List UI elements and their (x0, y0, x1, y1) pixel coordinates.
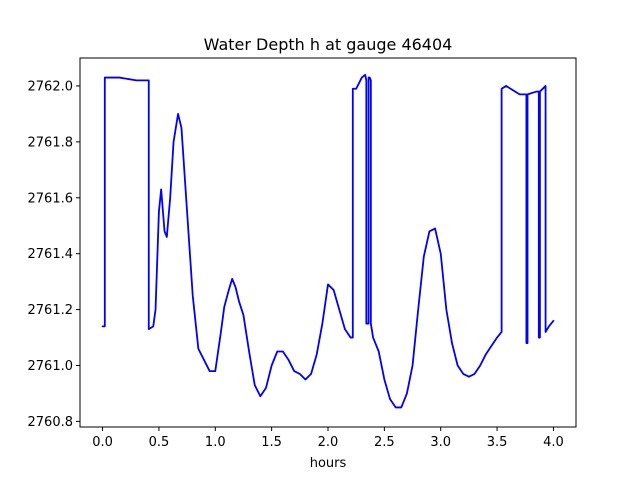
x-tick-label: 2.0 (318, 435, 339, 450)
y-tick-label: 2762.0 (28, 79, 74, 94)
plot-area (79, 57, 577, 428)
y-tick-label: 2761.2 (28, 303, 74, 318)
y-axis-ticks: 2760.8 2761.0 2761.2 2761.4 2761.6 2761.8 2762… (28, 79, 80, 430)
plot-frame (79, 57, 577, 428)
x-tick-label: 3.5 (487, 435, 508, 450)
series-line-0 (101, 73, 555, 409)
x-axis-label: hours (310, 456, 347, 471)
chart-title: Water Depth h at gauge 46404 (204, 35, 453, 54)
x-tick-label: 1.0 (205, 435, 226, 450)
x-tick-label: 0.0 (92, 435, 113, 450)
x-tick-label: 4.0 (543, 435, 564, 450)
y-tick-label: 2761.0 (28, 359, 74, 374)
x-tick-label: 2.5 (374, 435, 395, 450)
x-tick-label: 3.0 (430, 435, 451, 450)
x-tick-label: 1.5 (261, 435, 282, 450)
y-tick-label: 2761.6 (28, 191, 74, 206)
series-layer (101, 73, 555, 409)
y-tick-label: 2761.8 (28, 135, 74, 150)
y-tick-label: 2760.8 (28, 415, 74, 430)
x-tick-label: 0.5 (149, 435, 170, 450)
y-tick-label: 2761.4 (28, 247, 74, 262)
x-axis-ticks: 0.0 0.5 1.0 1.5 2.0 2.5 3.0 3.5 4.0 (92, 427, 564, 450)
